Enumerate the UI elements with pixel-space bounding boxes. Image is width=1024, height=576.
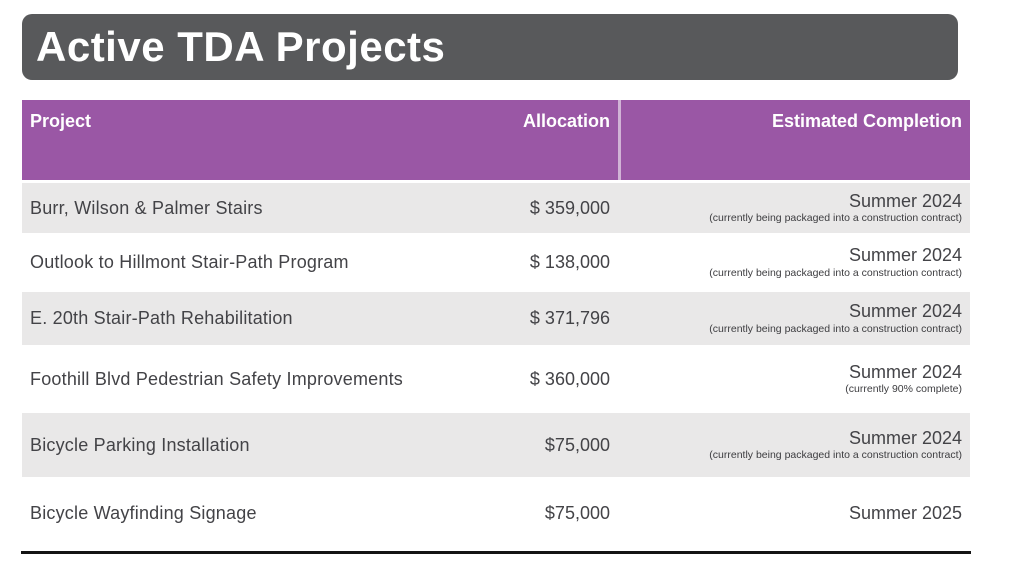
completion-note: (currently 90% complete) [845, 383, 962, 396]
projects-table: Project Allocation Estimated Completion … [22, 100, 970, 546]
table-row: Bicycle Parking Installation $75,000 Sum… [22, 413, 970, 477]
completion-cell: Summer 2024 (currently being packaged in… [618, 236, 970, 289]
allocation-cell: $ 359,000 [529, 197, 610, 218]
column-header-estimated-completion: Estimated Completion [618, 100, 970, 180]
completion-note: (currently being packaged into a constru… [709, 212, 962, 225]
table-row: Bicycle Wayfinding Signage $75,000 Summe… [22, 480, 970, 546]
project-cell: Bicycle Wayfinding Signage [30, 502, 257, 523]
allocation-cell: $ 138,000 [529, 252, 610, 272]
column-header-project: Project [30, 111, 92, 131]
column-header-allocation: Allocation [522, 111, 610, 131]
completion-cell: Summer 2024 (currently being packaged in… [618, 292, 970, 345]
slide-title: Active TDA Projects [36, 23, 446, 70]
completion-cell: Summer 2024 (currently being packaged in… [618, 413, 970, 477]
completion-date: Summer 2024 [848, 361, 962, 382]
bottom-divider [21, 551, 971, 554]
completion-note: (currently being packaged into a constru… [709, 322, 962, 335]
allocation-cell: $ 360,000 [529, 368, 610, 389]
completion-date: Summer 2025 [848, 502, 962, 523]
completion-date: Summer 2024 [848, 190, 962, 211]
table-row: Outlook to Hillmont Stair-Path Program $… [22, 236, 970, 289]
project-cell: Bicycle Parking Installation [30, 434, 250, 455]
table-row: Foothill Blvd Pedestrian Safety Improvem… [22, 348, 970, 410]
completion-note: (currently being packaged into a constru… [709, 449, 962, 462]
table-row: E. 20th Stair-Path Rehabilitation $ 371,… [22, 292, 970, 345]
completion-note: (currently being packaged into a constru… [709, 266, 962, 279]
project-cell: E. 20th Stair-Path Rehabilitation [30, 308, 293, 328]
table-header-row: Project Allocation Estimated Completion [22, 100, 970, 180]
completion-date: Summer 2024 [848, 301, 962, 322]
completion-cell: Summer 2024 (currently being packaged in… [618, 183, 970, 233]
completion-cell: Summer 2024 (currently 90% complete) [618, 348, 970, 410]
completion-date: Summer 2024 [848, 427, 962, 448]
project-cell: Foothill Blvd Pedestrian Safety Improvem… [30, 368, 403, 389]
project-cell: Burr, Wilson & Palmer Stairs [30, 197, 263, 218]
allocation-cell: $ 371,796 [529, 308, 610, 328]
slide-title-bar: Active TDA Projects [22, 14, 958, 80]
project-cell: Outlook to Hillmont Stair-Path Program [30, 252, 349, 272]
table-body: Burr, Wilson & Palmer Stairs $ 359,000 S… [22, 183, 970, 546]
completion-cell: Summer 2025 [618, 480, 970, 546]
allocation-cell: $75,000 [544, 434, 610, 455]
allocation-cell: $75,000 [544, 502, 610, 523]
table-row: Burr, Wilson & Palmer Stairs $ 359,000 S… [22, 183, 970, 233]
completion-date: Summer 2024 [848, 245, 962, 266]
